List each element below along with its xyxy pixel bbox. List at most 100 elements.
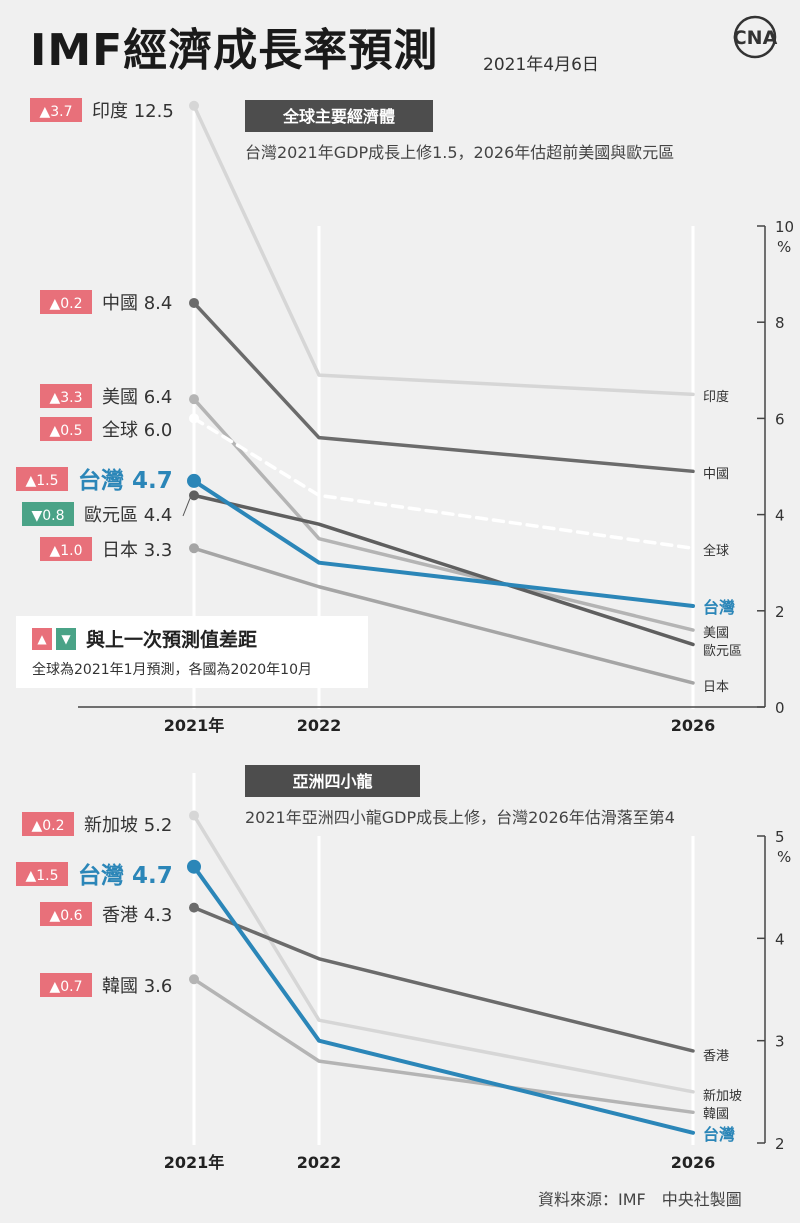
change-badge <box>16 467 68 491</box>
series-left-label-台灣: 台灣 4.7 <box>78 862 173 889</box>
series-point-台灣 <box>187 473 201 488</box>
series-name: 中國 <box>102 293 144 314</box>
chart-subtitle: 2021年亞洲四小龍GDP成長上修，台灣2026年估滑落至第4 <box>245 808 675 827</box>
y-tick-label: 0 <box>775 699 785 717</box>
series-name: 新加坡 <box>84 815 144 836</box>
series-value: 3.6 <box>144 976 173 997</box>
section-label: 全球主要經濟體 <box>282 107 395 126</box>
series-end-label-中國: 中國 <box>703 467 729 482</box>
legend-note: 全球為2021年1月預測，各國為2020年10月 <box>32 662 312 678</box>
section-label-bg <box>245 765 420 797</box>
series-value: 8.4 <box>144 293 173 314</box>
change-badge <box>40 537 92 561</box>
y-tick-label: 6 <box>775 410 785 428</box>
series-name: 台灣 <box>78 862 132 889</box>
series-point-韓國 <box>189 974 199 985</box>
change-badge <box>40 973 92 997</box>
change-badge-label: ▲3.7 <box>39 104 72 120</box>
legend-up-badge: ▲ <box>32 628 52 650</box>
series-name: 全球 <box>102 420 144 441</box>
change-badge <box>40 384 92 408</box>
header: IMF經濟成長率預測 2021年4月6日 CNA <box>0 0 800 90</box>
series-line-台灣 <box>192 864 695 1135</box>
series-line-全球 <box>192 416 695 551</box>
change-badge-label: ▲1.5 <box>25 473 58 489</box>
series-point-新加坡 <box>189 810 199 821</box>
series-value: 4.7 <box>132 863 173 889</box>
page-title: IMF經濟成長率預測 <box>30 25 439 76</box>
series-left-label-中國: 中國 8.4 <box>102 293 172 314</box>
change-badge <box>22 502 74 526</box>
series-end-label-台灣: 台灣 <box>703 598 735 617</box>
series-point-歐元區 <box>189 490 199 501</box>
series-left-label-香港: 香港 4.3 <box>102 905 172 926</box>
change-badge <box>40 290 92 314</box>
y-unit-label: % <box>777 848 791 866</box>
series-left-label-全球: 全球 6.0 <box>102 420 172 441</box>
series-line-新加坡 <box>192 813 695 1094</box>
cna-logo-icon: CNA <box>733 15 778 59</box>
series-line-韓國 <box>192 977 695 1115</box>
change-badge-label: ▲1.0 <box>49 543 82 559</box>
x-tick-label: 2022 <box>297 716 342 735</box>
y-tick-label: 2 <box>775 603 785 621</box>
y-tick-label: 4 <box>775 930 785 948</box>
y-tick-label: 3 <box>775 1033 785 1051</box>
chart-2: 亞洲四小龍 2021年亞洲四小龍GDP成長上修，台灣2026年估滑落至第4 2 3 4 5… <box>16 765 791 1172</box>
series-value: 4.7 <box>132 468 173 494</box>
series-end-label-新加坡: 新加坡 <box>703 1088 742 1104</box>
series-name: 印度 <box>92 101 134 122</box>
change-badge-label: ▲0.5 <box>49 423 82 439</box>
series-left-label-新加坡: 新加坡 5.2 <box>84 815 172 836</box>
series-point-美國 <box>189 394 199 405</box>
chart-subtitle: 台灣2021年GDP成長上修1.5，2026年估超前美國與歐元區 <box>245 143 674 162</box>
x-tick-label: 2021年 <box>164 716 225 735</box>
series-point-台灣 <box>187 859 201 874</box>
series-end-label-印度: 印度 <box>703 389 729 405</box>
series-point-日本 <box>189 543 199 554</box>
series-end-label-歐元區: 歐元區 <box>703 644 742 659</box>
series-end-label-香港: 香港 <box>703 1049 729 1064</box>
change-badge <box>30 98 82 122</box>
series-name: 日本 <box>102 540 144 561</box>
series-line-美國 <box>192 397 695 632</box>
series-end-label-韓國: 韓國 <box>703 1107 729 1122</box>
change-badge-label: ▲0.2 <box>49 296 82 312</box>
series-point-全球 <box>189 413 199 424</box>
series-line-歐元區 <box>192 493 695 647</box>
series-end-label-全球: 全球 <box>703 543 729 559</box>
series-point-印度 <box>189 100 199 111</box>
svg-text:CNA: CNA <box>733 27 778 49</box>
change-badge-label: ▲3.3 <box>49 390 82 406</box>
series-value: 12.5 <box>134 101 174 122</box>
series-left-label-印度: 印度 12.5 <box>92 101 174 122</box>
series-left-label-美國: 美國 6.4 <box>102 387 172 408</box>
series-end-label-日本: 日本 <box>703 680 729 695</box>
series-left-label-日本: 日本 3.3 <box>102 540 172 561</box>
series-left-label-台灣: 台灣 4.7 <box>78 467 173 494</box>
series-point-香港 <box>189 902 199 913</box>
x-tick-label: 2026 <box>671 716 716 735</box>
leader-line <box>182 498 191 517</box>
y-tick-label: 8 <box>775 314 785 332</box>
y-tick-label: 5 <box>775 828 785 846</box>
change-badge <box>22 812 74 836</box>
series-end-label-美國: 美國 <box>703 626 729 641</box>
series-name: 台灣 <box>78 467 132 494</box>
series-left-label-歐元區: 歐元區 4.4 <box>84 505 172 526</box>
series-name: 歐元區 <box>84 505 144 526</box>
change-badge <box>40 902 92 926</box>
series-value: 6.0 <box>144 420 173 441</box>
change-badge-label: ▲1.5 <box>25 868 58 884</box>
series-end-label-台灣: 台灣 <box>703 1125 735 1144</box>
series-line-台灣 <box>192 478 695 608</box>
legend-down-badge: ▼ <box>56 628 76 650</box>
section-label-bg <box>245 100 433 132</box>
change-badge-label: ▲0.6 <box>49 908 82 924</box>
y-tick-label: 2 <box>775 1135 785 1153</box>
y-tick-label: 10 <box>775 218 794 236</box>
series-name: 韓國 <box>102 976 144 997</box>
publish-date: 2021年4月6日 <box>483 55 599 75</box>
